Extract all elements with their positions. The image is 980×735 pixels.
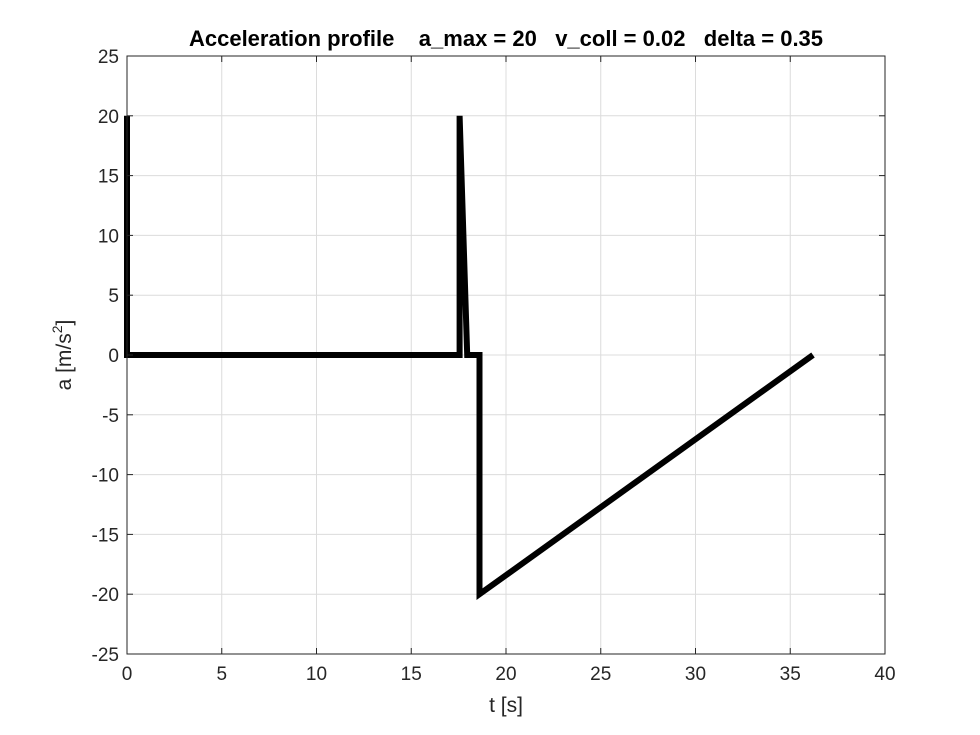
x-tick-label: 15: [401, 664, 422, 685]
y-tick-label: -15: [92, 525, 119, 546]
y-tick-label: -20: [92, 585, 119, 606]
x-tick-label: 20: [495, 664, 516, 685]
y-tick-label: 0: [108, 346, 119, 367]
x-tick-label: 40: [874, 664, 895, 685]
y-axis-label-base: a [m/s: [53, 333, 76, 390]
y-tick-label: 5: [108, 286, 119, 307]
x-tick-label: 0: [122, 664, 133, 685]
acceleration-series-line: [124, 115, 815, 601]
data-layer: [124, 115, 815, 601]
chart-title: Acceleration profile a_max = 20 v_coll =…: [189, 26, 823, 51]
x-tick-label: 10: [306, 664, 327, 685]
x-tick-label: 30: [685, 664, 706, 685]
tick-marks: [126, 55, 886, 655]
y-tick-label: 10: [98, 226, 119, 247]
y-tick-label: 15: [98, 167, 119, 188]
y-tick-label: -5: [102, 406, 119, 427]
x-tick-label: 5: [216, 664, 227, 685]
y-tick-label: -10: [92, 466, 119, 487]
x-tick-label: 35: [780, 664, 801, 685]
y-axis-label: a [m/s2]: [49, 320, 76, 391]
tick-labels: 0 5 10 15 20 25 30 35 40 -25 -20 -15 -10 -5 0 5 10 15 20 25: [92, 47, 896, 685]
y-tick-label: 25: [98, 47, 119, 68]
y-axis-label-superscript: 2: [49, 325, 65, 333]
x-axis-label: t [s]: [489, 694, 523, 717]
y-tick-label: 20: [98, 107, 119, 128]
x-tick-label: 25: [590, 664, 611, 685]
grid-lines: [127, 56, 885, 654]
y-tick-label: -25: [92, 645, 119, 666]
y-axis-label-end: ]: [53, 320, 76, 326]
